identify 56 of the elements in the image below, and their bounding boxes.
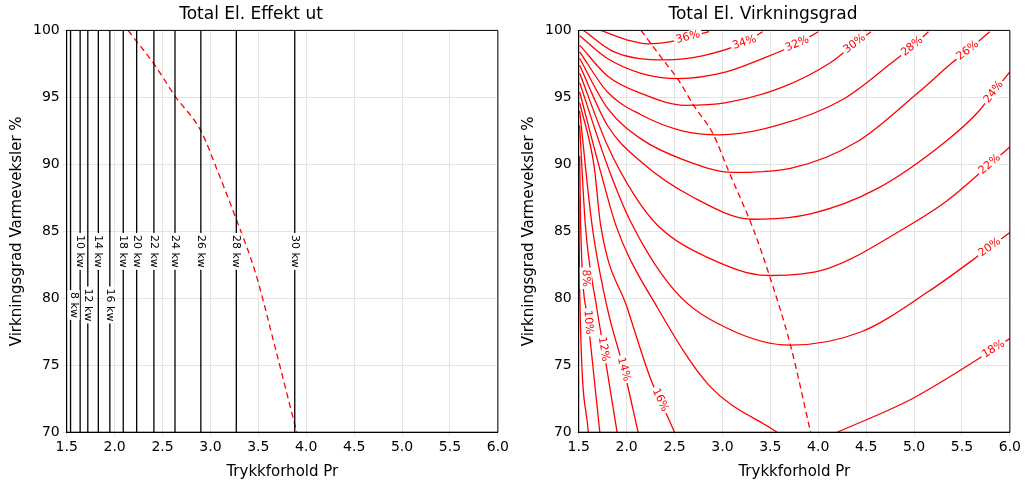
annotation: 22 kw: [148, 234, 162, 268]
x-tick-label: 3.0: [199, 438, 222, 455]
x-tick-label: 4.0: [807, 438, 830, 455]
y-tick-label: 100: [32, 21, 60, 38]
x-tick-label: 6.0: [998, 438, 1021, 455]
y-tick-label: 75: [41, 355, 60, 372]
annotation: 28 kw: [230, 234, 244, 268]
x-tick-label: 6.0: [486, 438, 509, 455]
annotation: 30 kw: [288, 234, 302, 268]
x-tick-label: 2.0: [103, 438, 126, 455]
x-tick-label: 5.0: [902, 438, 926, 455]
x-tick-label: 4.5: [343, 438, 366, 455]
chart-title: Total El. Effekt ut: [178, 2, 324, 23]
annotation: 18 kw: [117, 234, 131, 268]
x-tick-label: 5.0: [390, 438, 414, 455]
annotation: 26 kw: [195, 234, 208, 268]
y-tick-label: 85: [41, 221, 60, 238]
annotation: 10 kw: [74, 234, 88, 268]
annotation: 16 kw: [103, 288, 117, 322]
annotation: 8%: [579, 269, 594, 287]
y-tick-label: 85: [553, 221, 572, 238]
x-axis-title: Trykkforhold Pr: [225, 461, 340, 480]
annotation: 18%: [979, 336, 1008, 361]
y-tick-label: 90: [553, 154, 572, 171]
x-tick-label: 5.5: [950, 438, 974, 455]
annotation: 20 kw: [130, 234, 144, 268]
annotation: 16%: [649, 385, 672, 414]
x-axis-title: Trykkforhold Pr: [737, 461, 852, 480]
annotation: 12 kw: [81, 288, 95, 322]
x-tick-label: 2.0: [615, 438, 638, 455]
y-axis-title: Virkningsgrad Varmeveksler %: [518, 116, 537, 347]
y-tick-label: 70: [41, 422, 60, 439]
annotation: 14 kw: [92, 234, 106, 268]
y-tick-label: 95: [553, 88, 572, 105]
annotation: 8 kw: [67, 292, 81, 318]
x-tick-label: 4.0: [295, 438, 318, 455]
x-tick-label: 5.5: [438, 438, 462, 455]
y-tick-label: 90: [41, 154, 60, 171]
x-tick-label: 3.0: [711, 438, 734, 455]
x-tick-label: 1.5: [55, 438, 78, 455]
x-tick-label: 2.5: [151, 438, 174, 455]
x-tick-label: 3.5: [247, 438, 270, 455]
annotation: 24 kw: [169, 234, 183, 268]
x-tick-label: 1.5: [567, 438, 590, 455]
x-tick-label: 3.5: [759, 438, 782, 455]
y-tick-label: 75: [553, 355, 572, 372]
y-tick-label: 100: [544, 21, 572, 38]
y-tick-label: 80: [553, 288, 572, 305]
y-axis-title: Virkningsgrad Varmeveksler %: [6, 116, 25, 347]
chart-title: Total El. Virkningsgrad: [667, 2, 858, 23]
x-tick-label: 2.5: [663, 438, 686, 455]
y-tick-label: 95: [41, 88, 60, 105]
annotation: 32%: [783, 32, 811, 54]
y-tick-label: 80: [41, 288, 60, 305]
y-tick-label: 70: [553, 422, 572, 439]
x-tick-label: 4.5: [855, 438, 878, 455]
